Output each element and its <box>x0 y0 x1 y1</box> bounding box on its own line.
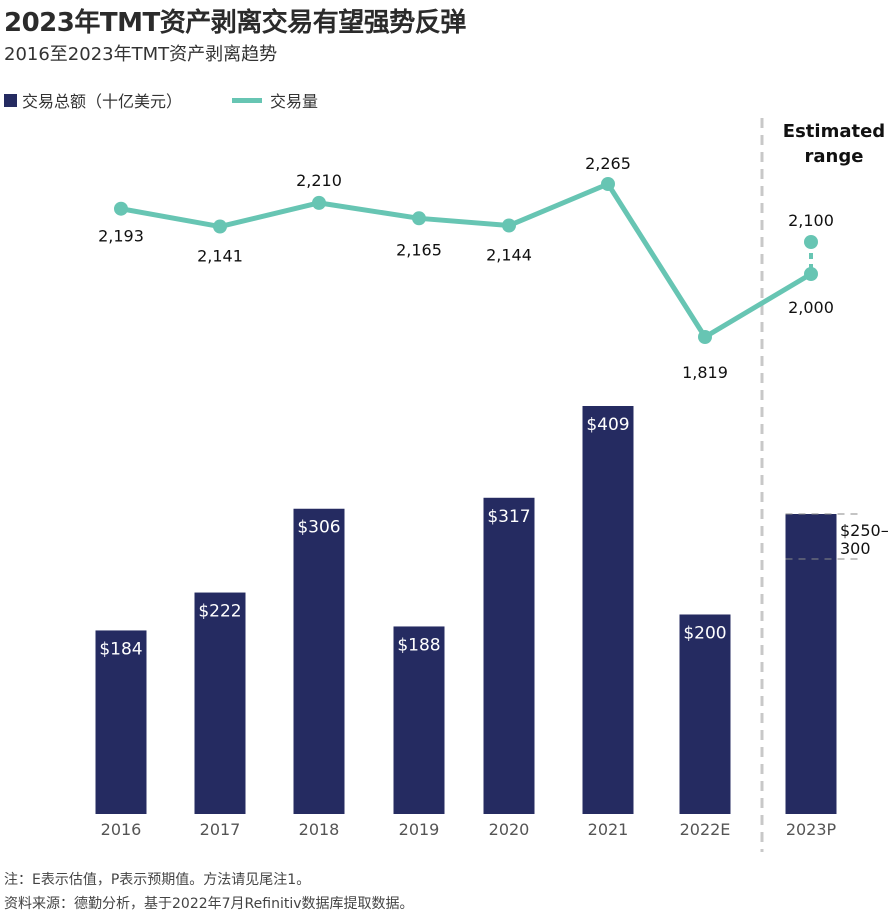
x-tick-2020: 2020 <box>489 820 530 839</box>
line-label-2023P: 2,000 <box>788 298 834 317</box>
chart-subtitle: 2016至2023年TMT资产剥离趋势 <box>4 44 278 65</box>
bar-label-2021: $409 <box>586 415 629 435</box>
point-2018 <box>312 195 326 210</box>
bar-2023P <box>785 514 837 814</box>
point-2021 <box>601 177 615 191</box>
line-label-2018: 2,210 <box>296 171 342 190</box>
bar-label-2019: $188 <box>397 635 440 655</box>
legend-bar-swatch <box>4 93 17 107</box>
bar-2022E <box>679 614 731 814</box>
bar-range-label-line1: $250– <box>840 521 889 540</box>
legend-line-swatch <box>232 97 263 103</box>
x-tick-2019: 2019 <box>399 820 440 839</box>
bar-range-label-line2: 300 <box>840 539 871 558</box>
x-tick-2016: 2016 <box>101 820 142 839</box>
x-tick-2021: 2021 <box>588 820 629 839</box>
line-label-2023P-high: 2,100 <box>788 211 834 230</box>
x-tick-2022E: 2022E <box>680 820 731 839</box>
point-2017 <box>213 219 227 234</box>
point-2019 <box>412 211 426 226</box>
point-2023P <box>804 267 818 281</box>
bar-label-2018: $306 <box>297 518 340 538</box>
line-label-2020: 2,144 <box>486 246 532 265</box>
bar-2020 <box>483 497 535 814</box>
point-2022E <box>698 330 712 344</box>
bar-label-2016: $184 <box>99 639 142 659</box>
estimated-range-label-line2: range <box>805 146 864 167</box>
chart-title: 2023年TMT资产剥离交易有望强势反弹 <box>4 8 466 38</box>
point-2020 <box>502 218 516 233</box>
deal-volume-line <box>120 181 813 340</box>
bar-label-2022E: $200 <box>683 623 726 643</box>
footnotes: 注：E表示估值，P表示预期值。方法请见尾注1。 资料来源：德勤分析，基于2022… <box>4 868 414 916</box>
legend-line-label: 交易量 <box>270 92 319 111</box>
line-label-2019: 2,165 <box>396 240 442 259</box>
footnote-note: 注：E表示估值，P表示预期值。方法请见尾注1。 <box>4 872 311 888</box>
bar-2018 <box>293 508 345 814</box>
bar-label-2017: $222 <box>198 602 241 622</box>
bar-2016 <box>95 630 147 814</box>
x-tick-2018: 2018 <box>299 820 340 839</box>
line-label-2021: 2,265 <box>585 154 631 173</box>
legend-bar-label: 交易总额（十亿美元） <box>22 92 183 111</box>
x-tick-2023P: 2023P <box>786 820 837 839</box>
point-2023P-high <box>804 235 818 249</box>
bar-2019 <box>393 626 445 814</box>
x-tick-2017: 2017 <box>200 820 241 839</box>
bar-2021 <box>582 406 634 814</box>
bar-2017 <box>194 592 246 814</box>
line-label-2017: 2,141 <box>197 247 243 266</box>
estimated-range-label-line1: Estimated <box>783 121 885 142</box>
point-2016 <box>114 201 128 216</box>
footnote-source: 资料来源：德勤分析，基于2022年7月Refinitiv数据库提取数据。 <box>4 896 414 912</box>
line-label-2016: 2,193 <box>98 227 144 246</box>
line-label-2022E: 1,819 <box>682 363 728 382</box>
legend: 交易总额（十亿美元） 交易量 <box>4 88 318 112</box>
bar-label-2020: $317 <box>487 507 530 527</box>
